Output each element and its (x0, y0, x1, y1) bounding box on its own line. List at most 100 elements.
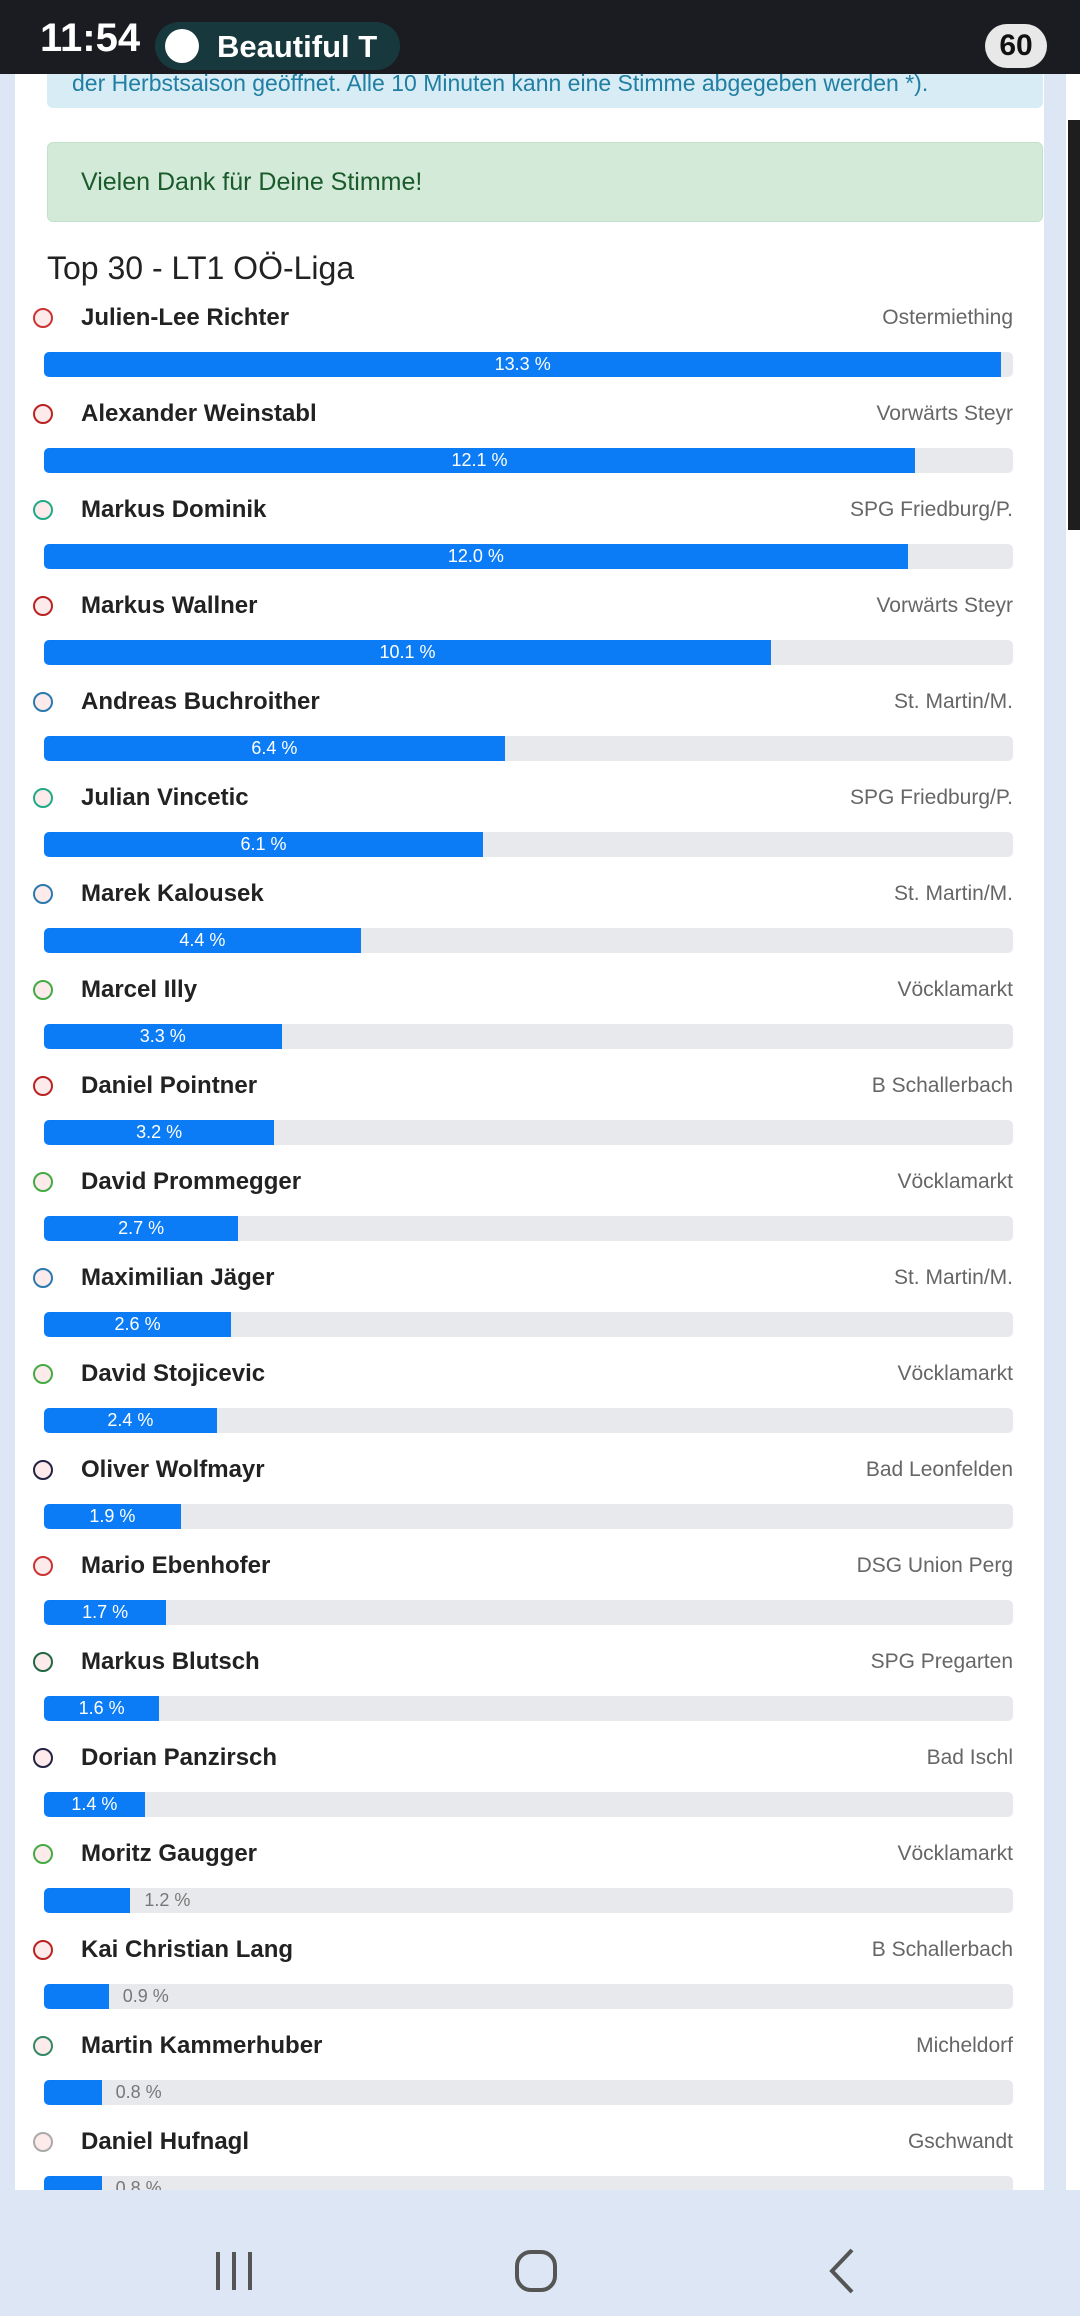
club-name: Vorwärts Steyr (876, 594, 1013, 617)
bar-track: 0.9 % (44, 1984, 1013, 2009)
club-logo (33, 1940, 53, 1960)
club-name: Micheldorf (916, 2034, 1013, 2057)
club-name: DSG Union Perg (856, 1554, 1013, 1577)
bar-track: 0.8 % (44, 2080, 1013, 2105)
bar-track: 1.7 % (44, 1600, 1013, 1625)
club-logo (33, 1748, 53, 1768)
club-name: St. Martin/M. (893, 690, 1013, 713)
player-name: David Prommegger (81, 1168, 302, 1195)
club-name: Ostermiething (882, 306, 1013, 329)
bar-track: 1.2 % (44, 1888, 1013, 1913)
club-name: Vöcklamarkt (897, 978, 1013, 1001)
club-logo (33, 1460, 53, 1480)
club-logo (33, 1556, 53, 1576)
player-name: Markus Wallner (81, 592, 258, 619)
notice-box: der Herbstsaison geöffnet. Alle 10 Minut… (47, 74, 1043, 108)
club-logo (33, 884, 53, 904)
side-block (1068, 120, 1080, 530)
vote-percent: 3.2 % (136, 1122, 183, 1142)
club-name: B Schallerbach (871, 1074, 1013, 1097)
bar-track: 4.4 % (44, 928, 1013, 953)
vote-percent: 1.7 % (82, 1602, 129, 1622)
club-name: Gschwandt (907, 2130, 1013, 2153)
player-name: Daniel Pointner (81, 1072, 258, 1099)
vote-percent: 2.4 % (107, 1410, 154, 1430)
club-name: SPG Pregarten (870, 1650, 1013, 1673)
vote-percent: 6.4 % (251, 738, 298, 758)
player-name: Marcel Illy (81, 976, 198, 1003)
back-button[interactable] (829, 2248, 854, 2294)
vote-bar (44, 2080, 102, 2105)
bar-track: 13.3 % (44, 352, 1013, 377)
battery: 60 (985, 24, 1047, 68)
status-bar: 11:54 Beautiful T 60 (0, 0, 1080, 74)
vote-bar (44, 1312, 232, 1337)
bar-track: 6.1 % (44, 832, 1013, 857)
vote-bar (44, 1216, 239, 1241)
bar-track: 3.2 % (44, 1120, 1013, 1145)
vote-percent: 1.9 % (89, 1506, 136, 1526)
player-name: Markus Dominik (81, 496, 267, 523)
club-name: Vöcklamarkt (897, 1170, 1013, 1193)
nav-bar (0, 2190, 1080, 2316)
club-logo (33, 1844, 53, 1864)
vote-percent: 2.7 % (118, 1218, 165, 1238)
vote-percent: 13.3 % (494, 354, 551, 374)
vote-bar (44, 736, 505, 761)
side-page (1066, 74, 1080, 2190)
vote-percent: 0.8 % (115, 2178, 162, 2190)
club-logo (33, 2036, 53, 2056)
vote-bar (44, 1888, 131, 1913)
club-name: Vöcklamarkt (897, 1842, 1013, 1865)
club-logo (33, 404, 53, 424)
player-name: David Stojicevic (81, 1360, 266, 1387)
club-name: B Schallerbach (871, 1938, 1013, 1961)
vote-bar (44, 832, 484, 857)
vote-bar (44, 2176, 102, 2190)
success-box: Vielen Dank für Deine Stimme! (47, 142, 1043, 222)
vote-bar (44, 928, 361, 953)
player-name: Moritz Gaugger (81, 1840, 258, 1867)
vote-bar (44, 1024, 282, 1049)
bar-track: 2.6 % (44, 1312, 1013, 1337)
home-button[interactable] (515, 2250, 557, 2292)
club-name: St. Martin/M. (893, 1266, 1013, 1289)
club-logo (33, 308, 53, 328)
heading: Top 30 - LT1 OÖ-Liga (47, 250, 355, 286)
club-logo (33, 1172, 53, 1192)
bar-track: 1.4 % (44, 1792, 1013, 1817)
player-name: Kai Christian Lang (81, 1936, 294, 1963)
bar-track: 2.4 % (44, 1408, 1013, 1433)
web-view: der Herbstsaison geöffnet. Alle 10 Minut… (0, 74, 1080, 2190)
vote-bar (44, 640, 772, 665)
club-name: Vöcklamarkt (897, 1362, 1013, 1385)
vote-bar (44, 352, 1002, 377)
bar-track: 1.9 % (44, 1504, 1013, 1529)
player-name: Markus Blutsch (81, 1648, 260, 1675)
vote-bar (44, 1120, 275, 1145)
vote-bar (44, 1792, 145, 1817)
player-name: Maximilian Jäger (81, 1264, 275, 1291)
vote-bar (44, 1600, 167, 1625)
vote-percent: 6.1 % (240, 834, 287, 854)
club-logo (33, 980, 53, 1000)
club-logo (33, 1076, 53, 1096)
club-logo (33, 788, 53, 808)
recents-button[interactable] (216, 2252, 252, 2290)
vote-percent: 12.0 % (447, 546, 504, 566)
vote-bar (44, 448, 915, 473)
player-name: Alexander Weinstabl (81, 400, 317, 427)
media-chip[interactable]: Beautiful T (155, 22, 400, 70)
club-logo (33, 692, 53, 712)
bar-track: 12.0 % (44, 544, 1013, 569)
club-name: SPG Friedburg/P. (849, 786, 1013, 809)
player-name: Daniel Hufnagl (81, 2128, 250, 2155)
player-name: Mario Ebenhofer (81, 1552, 271, 1579)
clock: 11:54 (40, 16, 141, 60)
player-name: Marek Kalousek (81, 880, 264, 907)
club-name: Bad Leonfelden (865, 1458, 1013, 1481)
vote-percent: 10.1 % (379, 642, 436, 662)
club-name: St. Martin/M. (893, 882, 1013, 905)
vote-percent: 0.8 % (115, 2082, 162, 2102)
